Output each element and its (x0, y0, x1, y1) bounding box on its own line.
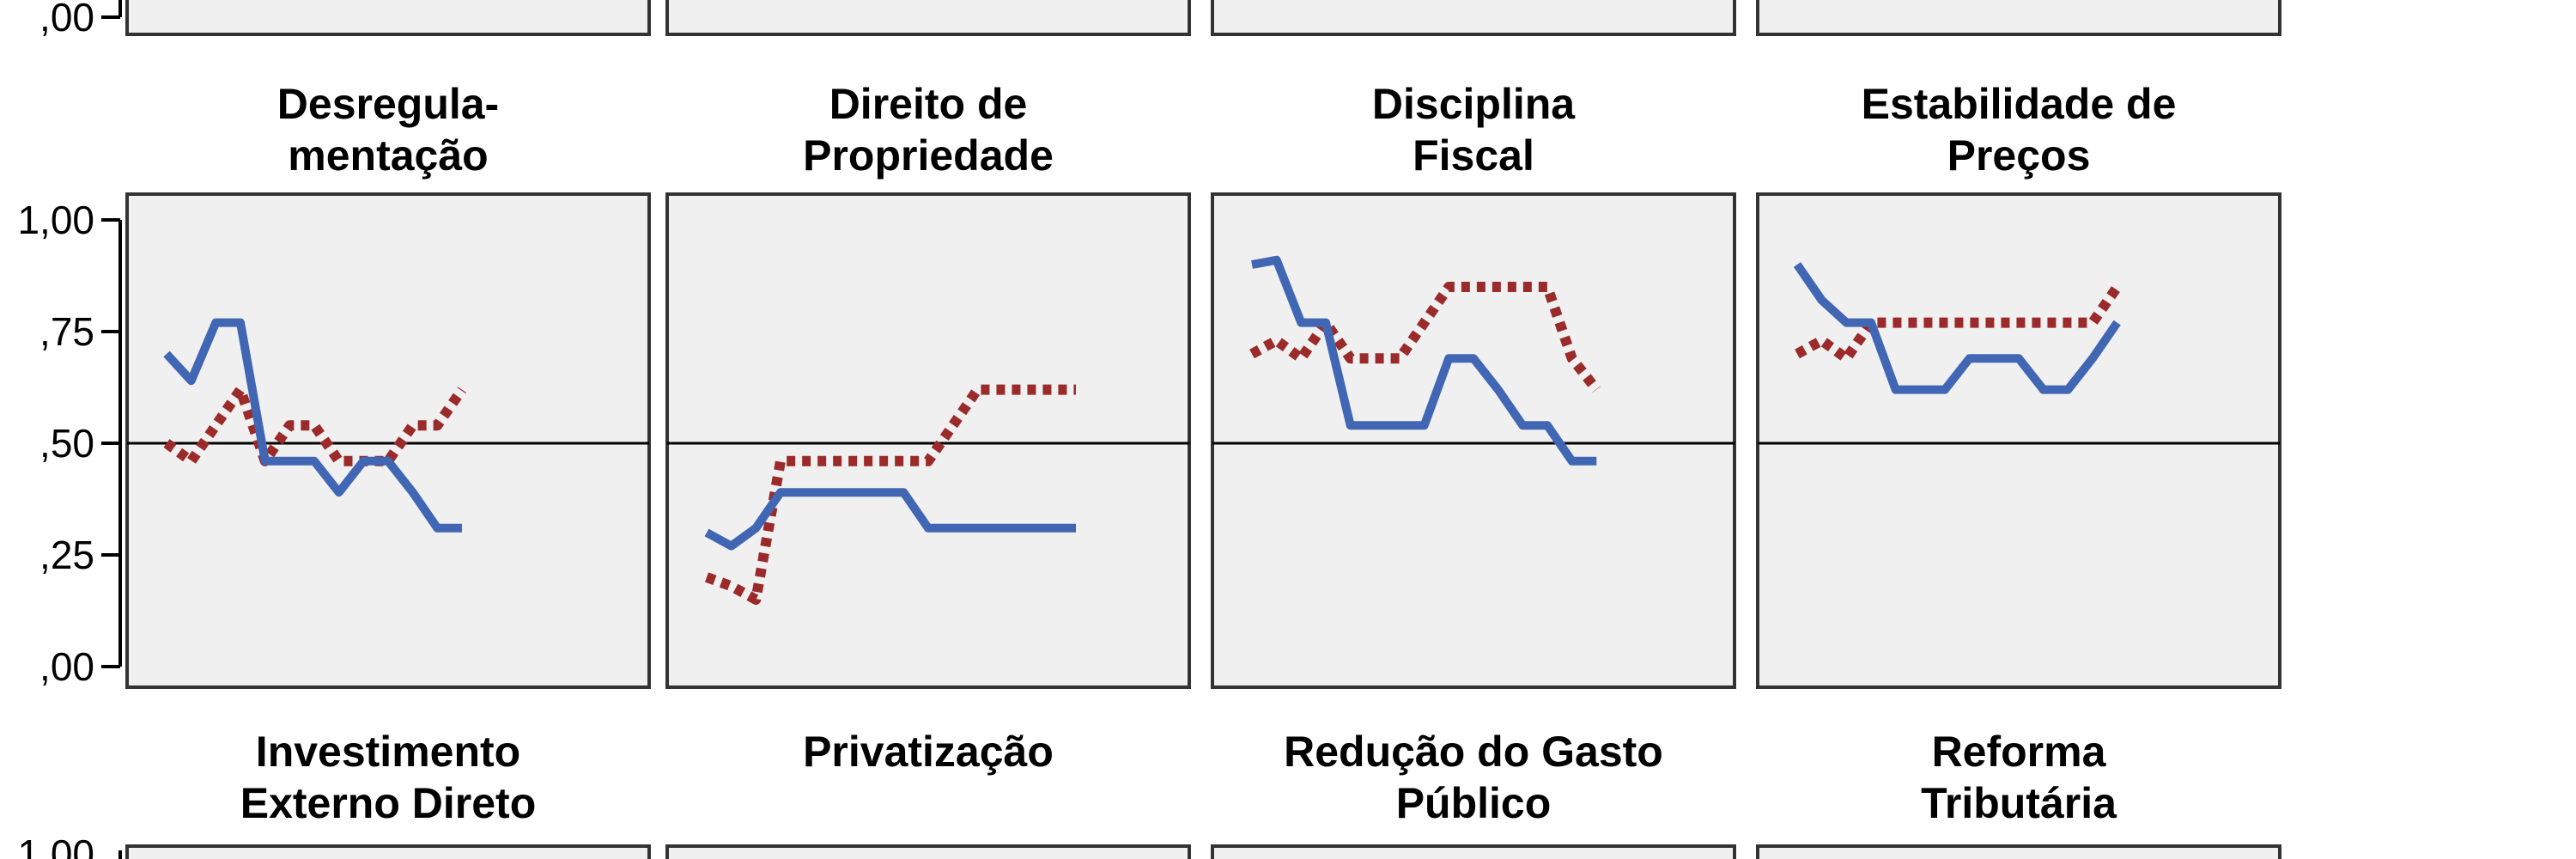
panel-title: Propriedade (803, 131, 1054, 180)
panel-frame (1211, 192, 1736, 689)
panel-title: Redução do Gasto (1284, 728, 1663, 776)
middle-row-panels: ,00,25,50,751,00Desregula-mentaçãoDireit… (17, 80, 2281, 689)
y-tick-label: 1,00 (17, 198, 94, 242)
top-panel-frame (1211, 0, 1736, 36)
panel-title: mentação (288, 131, 488, 180)
top-panel-frame (125, 0, 651, 36)
panel-title: Direito de (829, 80, 1028, 128)
panel-frame (125, 192, 651, 689)
panel-frame (665, 844, 1191, 859)
panel-frame (665, 192, 1191, 689)
panel-title: Estabilidade de (1862, 80, 2177, 128)
y-tick-label: 1,00 (17, 832, 94, 859)
top-row-y-axis: ,00 (39, 0, 122, 40)
y-tick-label: ,50 (39, 421, 94, 466)
panel-frame (1211, 844, 1736, 859)
series-1-line (1793, 262, 2121, 394)
panel-title: Investimento (256, 728, 520, 776)
panel-title: Desregula- (277, 80, 499, 128)
panel-title: Fiscal (1413, 131, 1534, 180)
panel-frame (125, 844, 651, 859)
panel-frame (1756, 844, 2281, 859)
y-tick-label: ,25 (39, 533, 94, 577)
series-2-line (1249, 282, 1601, 393)
y-tick-label: ,75 (39, 309, 94, 354)
panel-title: Público (1396, 779, 1552, 827)
panel-title: Disciplina (1372, 80, 1576, 128)
top-panel-frame (665, 0, 1191, 36)
top-panel-frame (1756, 0, 2281, 36)
top-y-tick-label: ,00 (39, 0, 94, 40)
series-1-line (704, 488, 1076, 551)
panel-title: Tributária (1921, 779, 2117, 827)
series-2-line (1795, 283, 2122, 364)
panel-title: Preços (1947, 131, 2091, 180)
series-2-line (704, 384, 1076, 605)
panel: Desregula-mentação (125, 80, 651, 689)
series-1-line (1251, 255, 1597, 466)
top-row-panels-strip (125, 0, 2281, 36)
panel-title: Reforma (1932, 728, 2107, 776)
y-tick-label: ,00 (39, 644, 94, 689)
panel-title: Privatização (803, 728, 1054, 776)
panel-frame (1756, 192, 2281, 689)
panel-title: Externo Direto (240, 779, 537, 827)
series-1-line (163, 318, 462, 533)
